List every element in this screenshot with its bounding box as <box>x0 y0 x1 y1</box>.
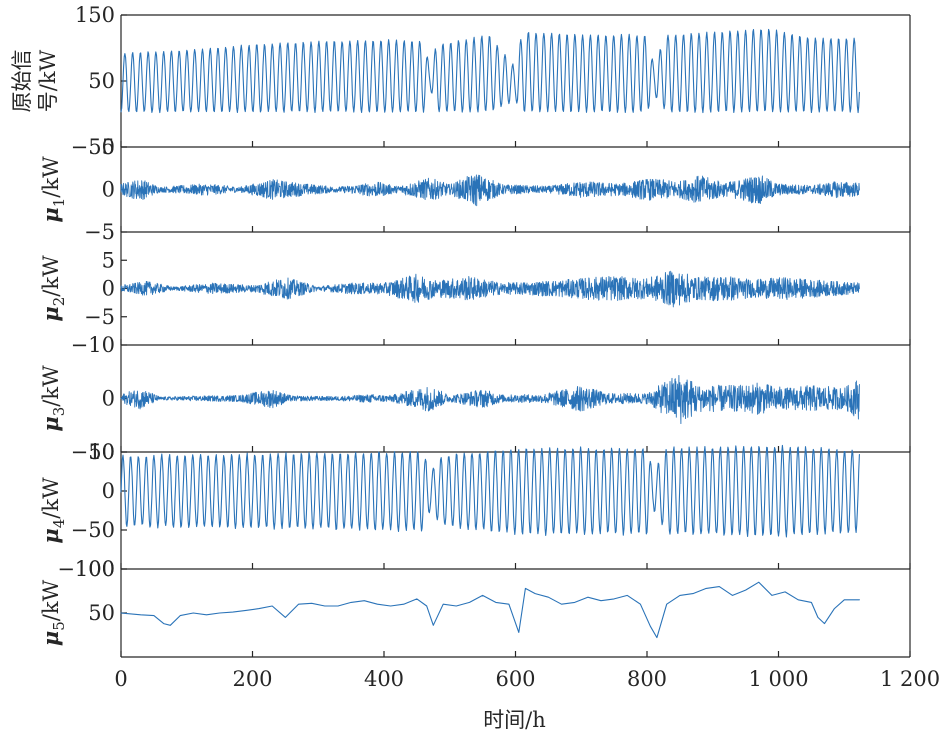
y-axis-label-raw: 原始信号/kW <box>10 49 60 112</box>
x-tick-label: 1 200 <box>880 667 940 691</box>
series-line-u5 <box>120 581 860 639</box>
subplots: −5050150原始信号/kW−505μ1/kW−10−505μ2/kW−100… <box>10 3 911 658</box>
series-line-u3 <box>120 374 860 425</box>
y-axis-label-u5: μ5/kW <box>38 579 68 646</box>
x-tick-label: 800 <box>627 667 667 691</box>
y-axis-label-u3: μ3/kW <box>38 365 68 432</box>
subplot-u3: −10 0 μ3/kW <box>38 345 911 464</box>
y-axis-label-u4: μ4/kW <box>38 477 68 544</box>
series-line-u2 <box>120 270 860 308</box>
y-tick-label: 0 <box>102 387 115 411</box>
y-tick-label: 0 <box>102 178 115 202</box>
x-tick-label: 1 000 <box>748 667 808 691</box>
x-axis: 0 200 400 600 800 1 000 1 200 <box>114 667 940 691</box>
y-tick-label: −50 <box>71 135 115 159</box>
x-tick-label: 0 <box>114 667 127 691</box>
series-line-u1 <box>120 174 860 207</box>
y-tick-label: −10 <box>71 333 115 357</box>
y-tick-label: 50 <box>88 440 115 464</box>
y-tick-label: −50 <box>71 518 115 542</box>
series-line-u4 <box>120 444 860 538</box>
y-tick-label: −10 <box>71 440 115 464</box>
y-axis-label-u1: μ1/kW <box>38 156 68 223</box>
subplot-u4: −100 −50 0 50 μ4/kW <box>38 440 911 581</box>
y-tick-label: 50 <box>88 69 115 93</box>
y-tick-label: 100 <box>75 557 115 581</box>
subplot-u2: −10 −5 0 5 μ2/kW <box>38 232 911 357</box>
y-tick-label: 0 <box>102 277 115 301</box>
series-line-raw <box>120 28 860 114</box>
y-tick-label: 150 <box>75 3 115 27</box>
subplot-u5: 50 100 μ5/kW <box>38 557 911 658</box>
y-tick-label: 0 <box>102 479 115 503</box>
subplot-raw: −50 50 150 原始信号/kW <box>10 3 911 159</box>
x-axis-label: 时间/h <box>483 708 546 732</box>
x-tick-label: 200 <box>232 667 272 691</box>
x-tick-label: 400 <box>364 667 404 691</box>
y-tick-label: 5 <box>102 135 115 159</box>
x-tick-label: 600 <box>495 667 535 691</box>
y-tick-label: −100 <box>57 557 115 581</box>
y-tick-label: −5 <box>84 305 115 329</box>
y-axis-label-u2: μ2/kW <box>38 255 68 322</box>
y-tick-label: −5 <box>84 220 115 244</box>
y-tick-label: 5 <box>102 248 115 272</box>
y-tick-label: 50 <box>88 601 115 625</box>
